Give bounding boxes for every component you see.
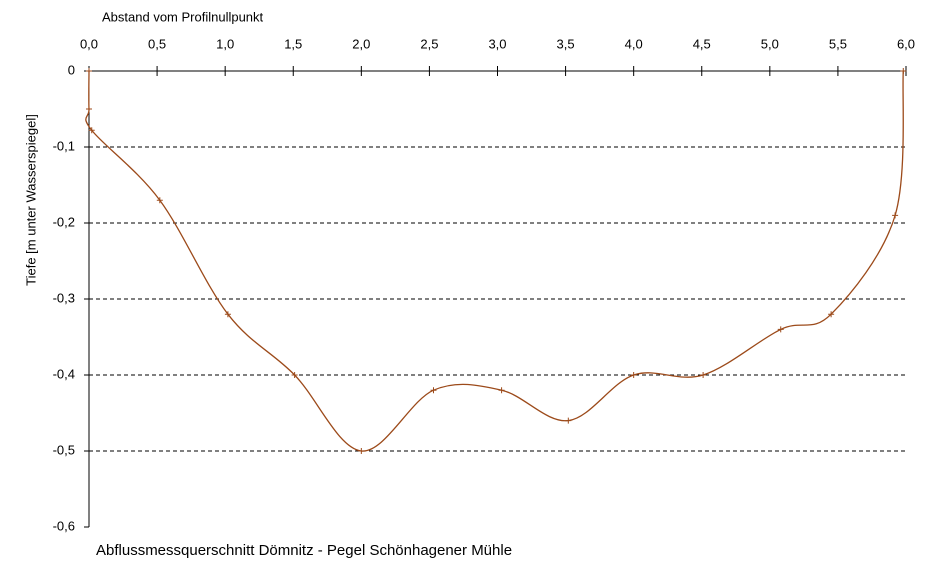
- x-tick-label: 5,0: [761, 36, 779, 51]
- y-axis-label: Tiefe [m unter Wasserspiegel]: [23, 114, 38, 286]
- point-marker: [498, 387, 505, 394]
- x-tick-label: 1,0: [216, 36, 234, 51]
- x-tick-label: 4,0: [625, 36, 643, 51]
- y-tick-label: -0,6: [53, 518, 75, 533]
- x-tick-label: 6,0: [897, 36, 915, 51]
- x-axis-label: Abstand vom Profilnullpunkt: [102, 9, 264, 24]
- x-tick-label: 1,5: [284, 36, 302, 51]
- chart-title: Abflussmessquerschnitt Dömnitz - Pegel S…: [96, 542, 512, 559]
- point-marker: [565, 417, 572, 424]
- x-tick-label: 4,5: [693, 36, 711, 51]
- x-tick-label: 0,0: [80, 36, 98, 51]
- y-tick-label: -0,2: [53, 214, 75, 229]
- y-tick-label: -0,5: [53, 442, 75, 457]
- x-tick-label: 3,0: [488, 36, 506, 51]
- point-marker: [777, 326, 784, 333]
- series-line: [85, 70, 904, 452]
- x-tick-label: 2,0: [352, 36, 370, 51]
- point-marker: [88, 127, 95, 134]
- x-tick-label: 0,5: [148, 36, 166, 51]
- y-tick-label: -0,3: [53, 290, 75, 305]
- point-marker: [828, 311, 835, 318]
- point-marker: [430, 387, 437, 394]
- y-tick-label: -0,1: [53, 138, 75, 153]
- point-marker: [86, 106, 92, 112]
- x-tick-label: 2,5: [420, 36, 438, 51]
- point-marker: [358, 448, 365, 454]
- point-marker: [291, 372, 298, 378]
- x-tick-label: 5,5: [829, 36, 847, 51]
- point-marker: [630, 372, 637, 378]
- point-marker: [900, 68, 907, 74]
- point-marker: [700, 372, 707, 378]
- point-marker: [156, 197, 163, 204]
- y-tick-label: 0: [68, 62, 75, 77]
- point-marker: [892, 212, 899, 219]
- y-tick-label: -0,4: [53, 366, 75, 381]
- point-marker: [86, 68, 92, 74]
- x-tick-label: 3,5: [557, 36, 575, 51]
- point-marker: [224, 311, 231, 318]
